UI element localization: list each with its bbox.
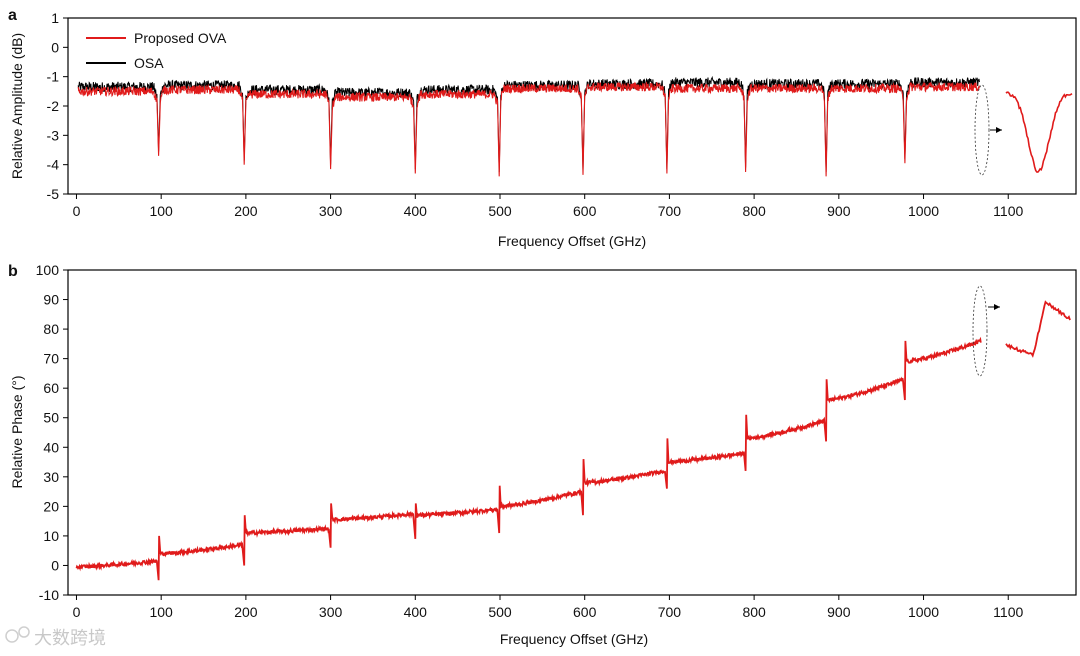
panel-b-x-axis-title: Frequency Offset (GHz)	[500, 631, 648, 647]
panel-b-y-tick-label: 20	[43, 498, 59, 514]
panel-a-x-tick-label: 900	[827, 203, 851, 219]
panel-a-series	[77, 75, 980, 177]
panel-a-x-tick-label: 500	[488, 203, 512, 219]
zoomed-dip-trace	[1005, 91, 1073, 173]
zoom-ellipse	[974, 84, 990, 176]
panel-b-y-tick-label: 70	[43, 351, 59, 367]
panel-b-y-tick-label: 50	[43, 410, 59, 426]
panel-b-plot-frame	[67, 269, 1077, 596]
watermark: 大数跨境	[5, 626, 106, 649]
panel-a-x-tick-label: 1000	[908, 203, 939, 219]
panel-a-y-tick-label: 0	[51, 39, 59, 55]
panel-b-x-tick-label: 700	[658, 604, 682, 620]
panel-b-y-tick-label: 40	[43, 439, 59, 455]
panel-a-x-tick-label: 300	[319, 203, 343, 219]
panel-a-y-tick-label: -3	[47, 127, 60, 143]
panel-b-series	[75, 336, 982, 581]
legend-osa-label: OSA	[134, 55, 164, 71]
panel-a-x-tick-label: 0	[73, 203, 81, 219]
panel-a-amplitude: a 0 100 200 300 400 500 600 700 800 900 1000 1100 -5…	[8, 7, 1077, 249]
panel-b-x-tick-label: 0	[73, 604, 81, 620]
panel-a-x-tick-label: 800	[742, 203, 766, 219]
panel-a-ticks: 0 100 200 300 400 500 600 700 800 900 1000 1100 -5 -4…	[47, 10, 1024, 219]
watermark-logo-icon-2	[18, 626, 30, 638]
panel-a-y-tick-label: 1	[51, 10, 59, 26]
panel-b-y-tick-label: 100	[36, 262, 60, 278]
panel-b-x-tick-label: 600	[573, 604, 597, 620]
panel-b-y-tick-label: 80	[43, 321, 59, 337]
panel-a-y-tick-label: -2	[47, 98, 60, 114]
panel-b-y-tick-label: 90	[43, 292, 59, 308]
zoom-arrow-head	[996, 127, 1002, 133]
panel-b-y-tick-label: 10	[43, 528, 59, 544]
panel-a-y-tick-label: -1	[47, 69, 60, 85]
legend-ova-label: Proposed OVA	[134, 30, 227, 46]
watermark-text: 大数跨境	[34, 628, 106, 649]
panel-a-x-axis-title: Frequency Offset (GHz)	[498, 233, 646, 249]
panel-b-x-tick-label: 200	[234, 604, 258, 620]
panel-a-x-tick-label: 600	[573, 203, 597, 219]
legend: Proposed OVA OSA	[86, 30, 227, 71]
zoomed-jump-trace	[1005, 300, 1071, 358]
panel-b-x-tick-label: 100	[149, 604, 173, 620]
panel-b-y-axis-title: Relative Phase (°)	[9, 376, 25, 489]
panel-b-y-tick-label: 60	[43, 380, 59, 396]
panel-a-y-axis-title: Relative Amplitude (dB)	[9, 33, 25, 179]
panel-b-label: b	[8, 263, 18, 280]
panel-a-zoom-inset	[974, 84, 1073, 176]
panel-b-x-tick-label: 900	[827, 604, 851, 620]
panel-b-x-tick-label: 500	[488, 604, 512, 620]
panel-b-phase: b 0 100 200 300 400 500 600 700 800 900 1000 1100-1…	[8, 262, 1077, 647]
zoom-ellipse	[972, 285, 988, 377]
phase-trace	[75, 336, 982, 581]
panel-b-x-tick-label: 1100	[993, 604, 1023, 620]
watermark-logo-icon	[5, 629, 19, 643]
panel-a-y-tick-label: -4	[47, 157, 60, 173]
panel-b-y-tick-label: 30	[43, 469, 59, 485]
panel-b-x-tick-label: 800	[742, 604, 766, 620]
panel-b-x-tick-label: 300	[319, 604, 343, 620]
panel-a-x-tick-label: 200	[234, 203, 258, 219]
panel-a-y-tick-label: -5	[47, 186, 60, 202]
zoom-arrow-head	[994, 304, 1000, 310]
panel-b-y-tick-label: -10	[39, 587, 59, 603]
panel-b-ticks: 0 100 200 300 400 500 600 700 800 900 1000 1100 -10 0…	[36, 262, 1024, 620]
panel-b-x-tick-label: 400	[404, 604, 428, 620]
panel-a-x-tick-label: 1100	[993, 203, 1023, 219]
panel-b-x-tick-label: 1000	[908, 604, 939, 620]
ova-trace	[77, 81, 980, 177]
panel-b-zoom-inset	[972, 285, 1071, 377]
panel-a-x-tick-label: 100	[149, 203, 173, 219]
panel-b-y-tick-label: 0	[51, 557, 59, 573]
panel-a-x-tick-label: 400	[404, 203, 428, 219]
panel-a-label: a	[8, 7, 17, 24]
panel-a-x-tick-label: 700	[658, 203, 682, 219]
